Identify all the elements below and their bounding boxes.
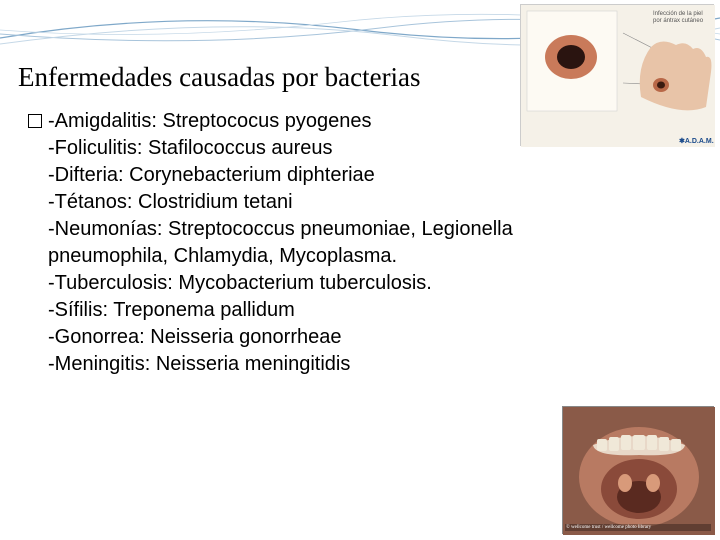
list-item: -Foliculitis: Stafilococcus aureus [28, 135, 588, 162]
svg-text:✱A.D.A.M.: ✱A.D.A.M. [679, 137, 714, 145]
list-item: -Difteria: Corynebacterium diphteriae [28, 162, 588, 189]
list-item: -Amigdalitis: Streptococus pyogenes [28, 108, 588, 135]
svg-text:Infección de la piel: Infección de la piel [653, 11, 703, 17]
list-item: -Tétanos: Clostridium tetani [28, 189, 588, 216]
list-item: -Gonorrea: Neisseria gonorrheae [28, 324, 588, 351]
oral-cavity-image: © wellcome trust / wellcome photo librar… [562, 406, 714, 534]
bullet-icon [28, 114, 42, 128]
list-item: -Meningitis: Neisseria meningitidis [28, 351, 588, 378]
list-item: -Sífilis: Treponema pallidum [28, 297, 588, 324]
list-text: -Amigdalitis: Streptococus pyogenes [48, 108, 372, 135]
list-item: -Neumonías: Streptococcus pneumoniae, Le… [28, 216, 588, 270]
svg-text:por ántrax cutáneo: por ántrax cutáneo [653, 18, 704, 24]
content-list: -Amigdalitis: Streptococus pyogenes -Fol… [28, 108, 588, 378]
image-credit: © wellcome trust / wellcome photo librar… [565, 524, 711, 531]
list-item: -Tuberculosis: Mycobacterium tuberculosi… [28, 270, 588, 297]
slide-title: Enfermedades causadas por bacterias [18, 62, 421, 93]
